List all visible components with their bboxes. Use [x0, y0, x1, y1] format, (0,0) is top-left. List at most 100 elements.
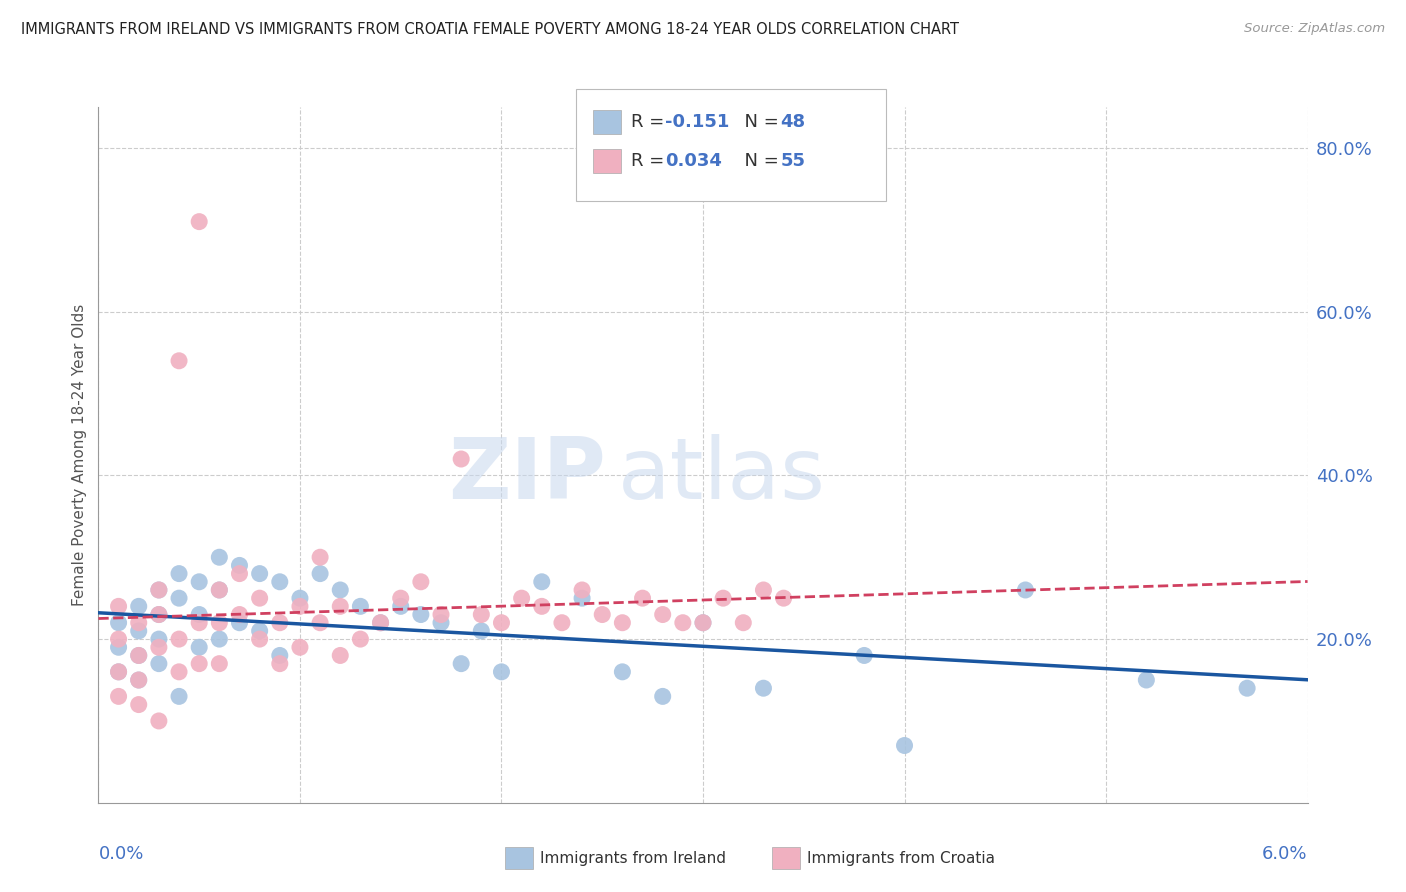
- Point: [107, 599, 129, 614]
- Point: [188, 214, 211, 228]
- Point: [167, 353, 190, 368]
- Point: [148, 607, 170, 622]
- Point: [470, 607, 492, 622]
- Point: [329, 599, 352, 614]
- Text: IMMIGRANTS FROM IRELAND VS IMMIGRANTS FROM CROATIA FEMALE POVERTY AMONG 18-24 YE: IMMIGRANTS FROM IRELAND VS IMMIGRANTS FR…: [21, 22, 959, 37]
- Point: [269, 574, 291, 589]
- Point: [551, 615, 574, 630]
- Text: 0.034: 0.034: [665, 152, 721, 169]
- Point: [370, 615, 392, 630]
- Point: [430, 615, 453, 630]
- Text: R =: R =: [631, 113, 671, 131]
- Point: [208, 615, 231, 630]
- Point: [208, 632, 231, 646]
- Point: [349, 632, 371, 646]
- Point: [772, 591, 794, 606]
- Point: [288, 599, 311, 614]
- Point: [491, 615, 513, 630]
- Point: [530, 574, 553, 589]
- Point: [188, 574, 211, 589]
- Point: [752, 582, 775, 597]
- Point: [167, 665, 190, 679]
- Point: [711, 591, 734, 606]
- Point: [107, 665, 129, 679]
- Point: [249, 566, 271, 581]
- Text: Immigrants from Ireland: Immigrants from Ireland: [540, 851, 725, 865]
- Point: [249, 624, 271, 638]
- Point: [510, 591, 533, 606]
- Y-axis label: Female Poverty Among 18-24 Year Olds: Female Poverty Among 18-24 Year Olds: [72, 304, 87, 606]
- Point: [228, 566, 250, 581]
- Point: [450, 452, 472, 467]
- Point: [107, 640, 129, 655]
- Point: [370, 615, 392, 630]
- Point: [329, 582, 352, 597]
- Point: [148, 607, 170, 622]
- Point: [692, 615, 714, 630]
- Point: [651, 690, 673, 704]
- Point: [167, 690, 190, 704]
- Point: [631, 591, 654, 606]
- Point: [128, 648, 150, 663]
- Point: [148, 640, 170, 655]
- Point: [269, 615, 291, 630]
- Point: [128, 615, 150, 630]
- Text: R =: R =: [631, 152, 671, 169]
- Point: [1014, 582, 1036, 597]
- Text: atlas: atlas: [619, 434, 827, 517]
- Text: 0.0%: 0.0%: [98, 845, 143, 863]
- Point: [692, 615, 714, 630]
- Point: [167, 566, 190, 581]
- Point: [128, 648, 150, 663]
- Point: [148, 582, 170, 597]
- Point: [269, 648, 291, 663]
- Point: [148, 714, 170, 728]
- Point: [167, 591, 190, 606]
- Point: [1236, 681, 1258, 696]
- Point: [188, 615, 211, 630]
- Point: [107, 632, 129, 646]
- Point: [409, 574, 432, 589]
- Point: [349, 599, 371, 614]
- Point: [389, 599, 412, 614]
- Point: [309, 615, 332, 630]
- Point: [651, 607, 673, 622]
- Point: [208, 657, 231, 671]
- Point: [389, 591, 412, 606]
- Point: [309, 550, 332, 565]
- Point: [167, 632, 190, 646]
- Point: [208, 550, 231, 565]
- Point: [612, 665, 634, 679]
- Text: N =: N =: [733, 113, 785, 131]
- Point: [107, 690, 129, 704]
- Point: [309, 566, 332, 581]
- Point: [107, 615, 129, 630]
- Point: [1135, 673, 1157, 687]
- Point: [228, 615, 250, 630]
- Point: [853, 648, 876, 663]
- Point: [470, 624, 492, 638]
- Text: 48: 48: [780, 113, 806, 131]
- Point: [612, 615, 634, 630]
- Point: [571, 582, 593, 597]
- Point: [530, 599, 553, 614]
- Point: [329, 648, 352, 663]
- Text: -0.151: -0.151: [665, 113, 730, 131]
- Point: [571, 591, 593, 606]
- Text: 55: 55: [780, 152, 806, 169]
- Point: [491, 665, 513, 679]
- Point: [893, 739, 915, 753]
- Point: [148, 582, 170, 597]
- Point: [409, 607, 432, 622]
- Point: [107, 665, 129, 679]
- Point: [752, 681, 775, 696]
- Text: Immigrants from Croatia: Immigrants from Croatia: [807, 851, 995, 865]
- Text: N =: N =: [733, 152, 785, 169]
- Point: [288, 640, 311, 655]
- Text: 6.0%: 6.0%: [1263, 845, 1308, 863]
- Point: [450, 657, 472, 671]
- Point: [188, 657, 211, 671]
- Point: [249, 591, 271, 606]
- Text: ZIP: ZIP: [449, 434, 606, 517]
- Point: [188, 640, 211, 655]
